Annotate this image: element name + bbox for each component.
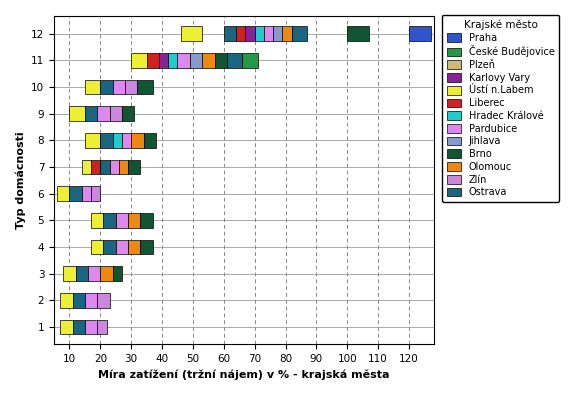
FancyBboxPatch shape <box>282 26 292 41</box>
FancyBboxPatch shape <box>125 79 137 94</box>
FancyBboxPatch shape <box>264 26 273 41</box>
FancyBboxPatch shape <box>227 53 242 68</box>
FancyBboxPatch shape <box>137 79 153 94</box>
FancyBboxPatch shape <box>178 53 190 68</box>
FancyBboxPatch shape <box>110 160 119 174</box>
FancyBboxPatch shape <box>119 160 128 174</box>
FancyBboxPatch shape <box>159 53 168 68</box>
FancyBboxPatch shape <box>110 106 122 121</box>
FancyBboxPatch shape <box>122 106 135 121</box>
FancyBboxPatch shape <box>224 26 236 41</box>
FancyBboxPatch shape <box>85 79 100 94</box>
FancyBboxPatch shape <box>82 160 91 174</box>
FancyBboxPatch shape <box>91 186 100 201</box>
FancyBboxPatch shape <box>147 53 159 68</box>
FancyBboxPatch shape <box>144 133 156 148</box>
FancyBboxPatch shape <box>100 266 113 281</box>
FancyBboxPatch shape <box>131 53 147 68</box>
FancyBboxPatch shape <box>140 213 153 228</box>
FancyBboxPatch shape <box>131 133 144 148</box>
FancyBboxPatch shape <box>113 266 122 281</box>
X-axis label: Míra zatížení (tržní nájem) v % - krajská města: Míra zatížení (tržní nájem) v % - krajsk… <box>98 369 390 380</box>
FancyBboxPatch shape <box>91 160 100 174</box>
FancyBboxPatch shape <box>57 186 70 201</box>
Legend: Praha, České Budějovice, Plzeň, Karlovy Vary, Ústí n.Labem, Liberec, Hradec Král: Praha, České Budějovice, Plzeň, Karlovy … <box>442 15 559 202</box>
FancyBboxPatch shape <box>72 293 85 308</box>
FancyBboxPatch shape <box>140 239 153 254</box>
FancyBboxPatch shape <box>116 213 128 228</box>
FancyBboxPatch shape <box>214 53 227 68</box>
FancyBboxPatch shape <box>60 320 72 334</box>
FancyBboxPatch shape <box>70 186 82 201</box>
FancyBboxPatch shape <box>100 160 110 174</box>
FancyBboxPatch shape <box>85 320 97 334</box>
FancyBboxPatch shape <box>91 239 103 254</box>
FancyBboxPatch shape <box>100 79 113 94</box>
FancyBboxPatch shape <box>72 320 85 334</box>
FancyBboxPatch shape <box>236 26 246 41</box>
FancyBboxPatch shape <box>128 160 140 174</box>
FancyBboxPatch shape <box>88 266 100 281</box>
FancyBboxPatch shape <box>347 26 369 41</box>
FancyBboxPatch shape <box>100 133 113 148</box>
FancyBboxPatch shape <box>113 133 122 148</box>
FancyBboxPatch shape <box>63 266 76 281</box>
FancyBboxPatch shape <box>60 293 72 308</box>
Y-axis label: Typ domácnosti: Typ domácnosti <box>15 132 25 229</box>
FancyBboxPatch shape <box>113 79 125 94</box>
FancyBboxPatch shape <box>85 293 97 308</box>
FancyBboxPatch shape <box>97 293 110 308</box>
FancyBboxPatch shape <box>246 26 255 41</box>
FancyBboxPatch shape <box>104 239 116 254</box>
FancyBboxPatch shape <box>97 106 110 121</box>
FancyBboxPatch shape <box>70 106 85 121</box>
FancyBboxPatch shape <box>292 26 307 41</box>
FancyBboxPatch shape <box>85 133 100 148</box>
FancyBboxPatch shape <box>82 186 91 201</box>
FancyBboxPatch shape <box>168 53 178 68</box>
FancyBboxPatch shape <box>122 133 131 148</box>
FancyBboxPatch shape <box>76 266 88 281</box>
FancyBboxPatch shape <box>409 26 431 41</box>
FancyBboxPatch shape <box>116 239 128 254</box>
FancyBboxPatch shape <box>273 26 282 41</box>
FancyBboxPatch shape <box>190 53 202 68</box>
FancyBboxPatch shape <box>104 213 116 228</box>
FancyBboxPatch shape <box>181 26 202 41</box>
FancyBboxPatch shape <box>91 213 103 228</box>
FancyBboxPatch shape <box>128 239 140 254</box>
FancyBboxPatch shape <box>202 53 214 68</box>
FancyBboxPatch shape <box>128 213 140 228</box>
FancyBboxPatch shape <box>255 26 264 41</box>
FancyBboxPatch shape <box>242 53 258 68</box>
FancyBboxPatch shape <box>85 106 97 121</box>
FancyBboxPatch shape <box>97 320 106 334</box>
